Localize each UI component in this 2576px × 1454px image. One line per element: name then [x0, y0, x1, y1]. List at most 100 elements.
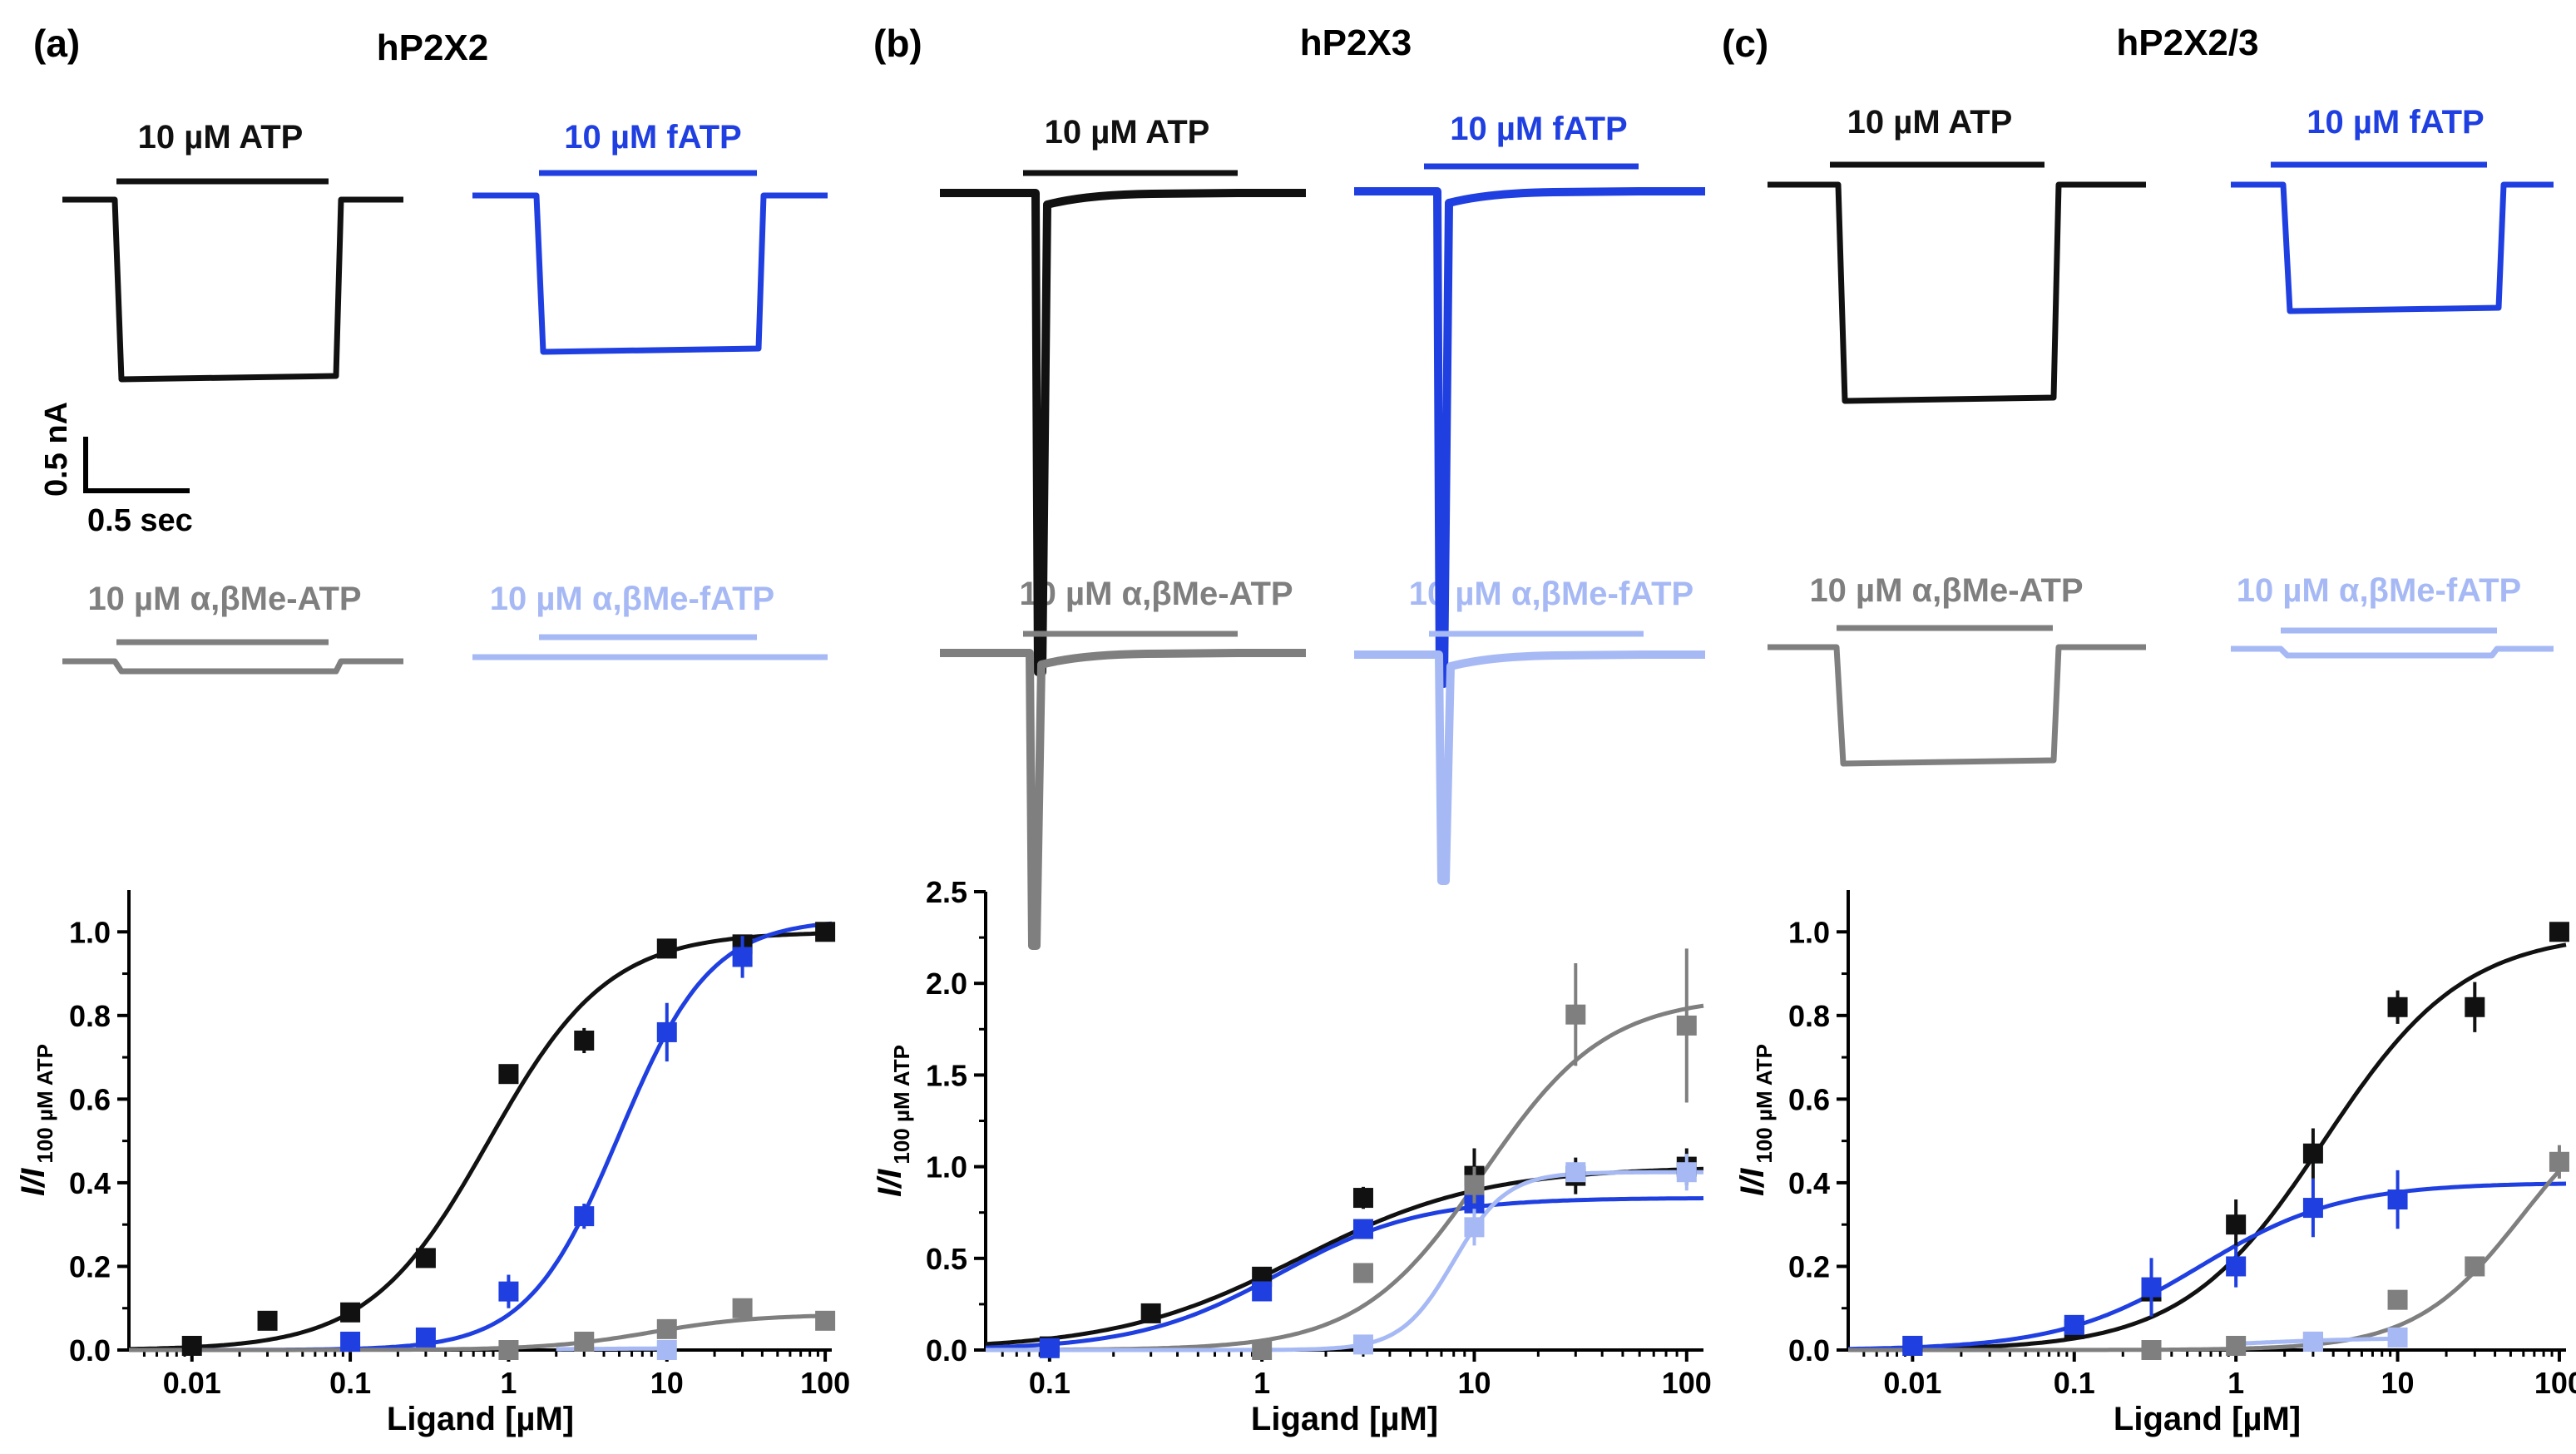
data-point-a-meatp [656, 1318, 677, 1339]
data-point-c-atp [2465, 997, 2485, 1017]
data-point-b-meatp [1352, 1263, 1373, 1283]
x-tick-label-b: 10 [1457, 1366, 1491, 1400]
current-trace-b-mefatp [1354, 650, 1705, 885]
y-tick-label-c: 0.8 [1788, 999, 1830, 1033]
y-tick-label-a: 0.6 [69, 1082, 111, 1116]
x-tick-label-a: 0.1 [329, 1366, 371, 1400]
y-tick-label-b: 2.5 [926, 875, 967, 909]
data-point-b-fatp [1252, 1281, 1273, 1302]
data-point-a-meatp [498, 1340, 519, 1360]
trace-label-c-meatp: 10 µM α,βMe-ATP [1809, 572, 2083, 609]
data-point-a-meatp [815, 1310, 836, 1331]
trace-label-b-fatp: 10 µM fATP [1450, 111, 1627, 147]
data-point-c-fatp [2387, 1189, 2408, 1210]
data-point-b-meatp [1565, 1004, 1586, 1025]
scale-bar-current-label: 0.5 nA [39, 402, 74, 497]
current-trace-b-fatp [1354, 187, 1705, 688]
data-point-b-mefatp [1676, 1162, 1697, 1183]
data-point-b-meatp [1676, 1015, 1697, 1036]
current-trace-c-fatp [2231, 181, 2554, 314]
data-point-c-atp [2549, 922, 2569, 942]
trace-label-c-mefatp: 10 µM α,βMe-fATP [2237, 572, 2521, 609]
data-point-b-fatp [1352, 1219, 1373, 1239]
x-tick-label-c: 0.1 [2054, 1366, 2095, 1400]
y-axis-label-subscript: 100 µM ATP [1752, 1044, 1777, 1164]
x-tick-label-b: 0.1 [1029, 1366, 1070, 1400]
x-tick-label-a: 100 [800, 1366, 850, 1400]
data-point-a-meatp [732, 1298, 753, 1318]
current-trace-c-meatp [1768, 644, 2146, 767]
x-tick-label-c: 1 [2227, 1366, 2244, 1400]
data-point-a-fatp [656, 1021, 677, 1042]
fit-curve-a-fatp [129, 921, 833, 1353]
data-point-b-meatp [1464, 1175, 1485, 1195]
data-point-c-atp [2226, 1214, 2247, 1235]
trace-label-b-mefatp: 10 µM α,βMe-fATP [1409, 576, 1693, 612]
x-tick-label-c: 0.01 [1883, 1366, 1941, 1400]
trace-label-b-atp: 10 µM ATP [1045, 114, 1210, 151]
data-point-a-atp [340, 1302, 361, 1323]
trace-label-c-atp: 10 µM ATP [1847, 104, 2013, 141]
data-point-a-atp [815, 922, 836, 942]
data-point-b-atp [1352, 1188, 1373, 1209]
x-tick-label-a: 1 [500, 1366, 517, 1400]
trace-label-a-atp: 10 µM ATP [138, 119, 304, 156]
current-trace-c-mefatp [2231, 645, 2554, 659]
data-point-c-mefatp [2387, 1327, 2408, 1348]
y-axis-label-c: I/I 100 µM ATP [1734, 1044, 1777, 1196]
data-point-c-mefatp [2302, 1331, 2323, 1352]
data-point-c-meatp [2549, 1151, 2569, 1172]
x-tick-label-b: 1 [1253, 1366, 1270, 1400]
y-tick-label-a: 0.4 [69, 1166, 111, 1200]
data-point-b-meatp [1252, 1340, 1273, 1360]
x-tick-label-a: 10 [650, 1366, 684, 1400]
y-tick-label-a: 0.0 [69, 1333, 111, 1367]
panel-a-title: hP2X2 [377, 27, 489, 68]
fit-curve-c-atp [1848, 942, 2567, 1352]
dose-response-plot-c: 0.0 0.2 0.4 0.6 0.8 1.0 0.01 0.1 1 10 100 Ligand [µ… [1734, 890, 2576, 1437]
y-tick-label-b: 2.0 [926, 967, 967, 1001]
y-axis-label-a: I/I 100 µM ATP [15, 1044, 57, 1196]
y-tick-label-c: 1.0 [1788, 915, 1830, 949]
data-point-a-atp [574, 1030, 595, 1051]
data-point-a-fatp [415, 1327, 436, 1348]
y-axis-label-main: I/I [872, 1169, 908, 1197]
y-tick-label-c: 0.2 [1788, 1249, 1830, 1283]
trace-label-a-fatp: 10 µM fATP [564, 119, 741, 156]
y-tick-label-b: 0.5 [926, 1242, 967, 1276]
dose-response-plot-b: 0.0 0.5 1.0 1.5 2.0 2.5 0.1 1 10 100 Ligand [µM] I/… [872, 875, 1712, 1437]
panel-b-title: hP2X3 [1300, 22, 1412, 63]
data-point-a-fatp [340, 1331, 361, 1352]
data-point-b-mefatp [1565, 1162, 1586, 1183]
data-point-c-meatp [2387, 1289, 2408, 1310]
y-axis-label-subscript: 100 µM ATP [32, 1044, 57, 1164]
data-point-b-fatp [1039, 1338, 1060, 1358]
panel-a-letter: (a) [33, 22, 80, 65]
data-point-c-meatp [2141, 1340, 2162, 1360]
x-tick-label-c: 10 [2381, 1366, 2415, 1400]
current-trace-a-atp [62, 196, 403, 383]
fit-curve-a-meatp [129, 1313, 833, 1353]
trace-label-b-meatp: 10 µM α,βMe-ATP [1019, 576, 1293, 612]
y-tick-label-a: 0.8 [69, 999, 111, 1033]
y-axis-label-b: I/I 100 µM ATP [872, 1045, 914, 1197]
current-traces [62, 161, 2554, 950]
dose-response-plot-a: 0.0 0.2 0.4 0.6 0.8 1.0 0.01 0.1 1 10 100 Ligand [µ… [15, 890, 850, 1437]
trace-label-a-meatp: 10 µM α,βMe-ATP [87, 581, 361, 617]
x-tick-label-c: 100 [2534, 1366, 2576, 1400]
data-point-c-meatp [2465, 1256, 2485, 1277]
current-trace-a-meatp [62, 658, 403, 675]
fit-curve-a-atp [128, 931, 833, 1352]
trace-label-c-fatp: 10 µM fATP [2307, 104, 2484, 141]
current-trace-a-fatp [472, 192, 828, 355]
y-tick-label-a: 1.0 [69, 915, 111, 949]
data-point-a-atp [498, 1064, 519, 1085]
data-point-a-fatp [498, 1281, 519, 1302]
x-tick-label-b: 100 [1662, 1366, 1712, 1400]
data-point-c-fatp [2302, 1198, 2323, 1219]
data-point-a-atp [257, 1310, 278, 1331]
data-point-a-atp [181, 1335, 202, 1356]
data-point-c-meatp [2226, 1335, 2247, 1356]
data-point-c-fatp [2064, 1314, 2084, 1335]
y-axis-label-main: I/I [1734, 1168, 1771, 1196]
